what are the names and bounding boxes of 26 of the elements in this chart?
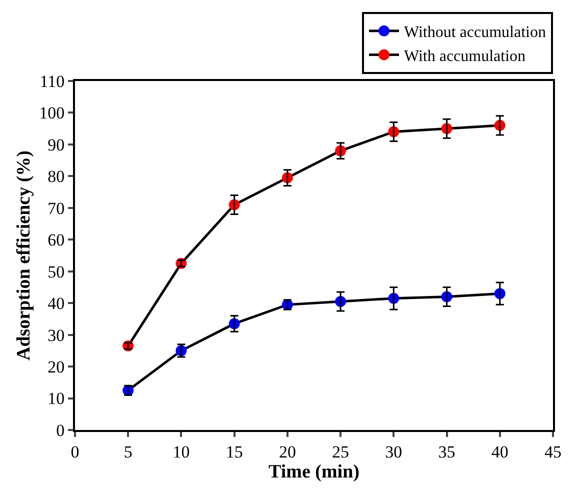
y-tick-label: 0 (56, 420, 65, 440)
legend-label: With accumulation (404, 48, 526, 65)
y-tick-label: 70 (48, 198, 65, 218)
y-tick-label: 50 (48, 262, 65, 282)
x-tick-label: 15 (226, 442, 243, 462)
x-tick-label: 30 (385, 442, 402, 462)
y-tick-label: 90 (48, 135, 65, 154)
y-tick-label: 100 (39, 104, 65, 123)
y-tick-label: 10 (48, 389, 65, 408)
x-tick-label: 5 (124, 442, 132, 462)
y-tick-label: 60 (48, 230, 65, 250)
x-tick-label: 25 (332, 442, 350, 462)
x-axis-title: Time (min) (268, 462, 360, 483)
x-tick-label: 40 (491, 442, 508, 462)
y-tick-label: 20 (48, 358, 65, 376)
y-tick-label: 30 (48, 326, 65, 345)
y-tick-label: 80 (48, 167, 65, 186)
y-tick-label: 110 (40, 72, 65, 91)
x-tick-label: 20 (278, 442, 296, 462)
x-tick-label: 35 (438, 442, 456, 462)
x-tick-label: 45 (544, 442, 562, 462)
x-tick-label: 10 (172, 442, 190, 462)
y-tick-label: 40 (48, 294, 65, 314)
x-tick-label: 0 (70, 442, 80, 462)
legend-label: Without accumulation (404, 24, 546, 42)
y-axis-title: Adsorption efficiency (%) (13, 150, 34, 361)
